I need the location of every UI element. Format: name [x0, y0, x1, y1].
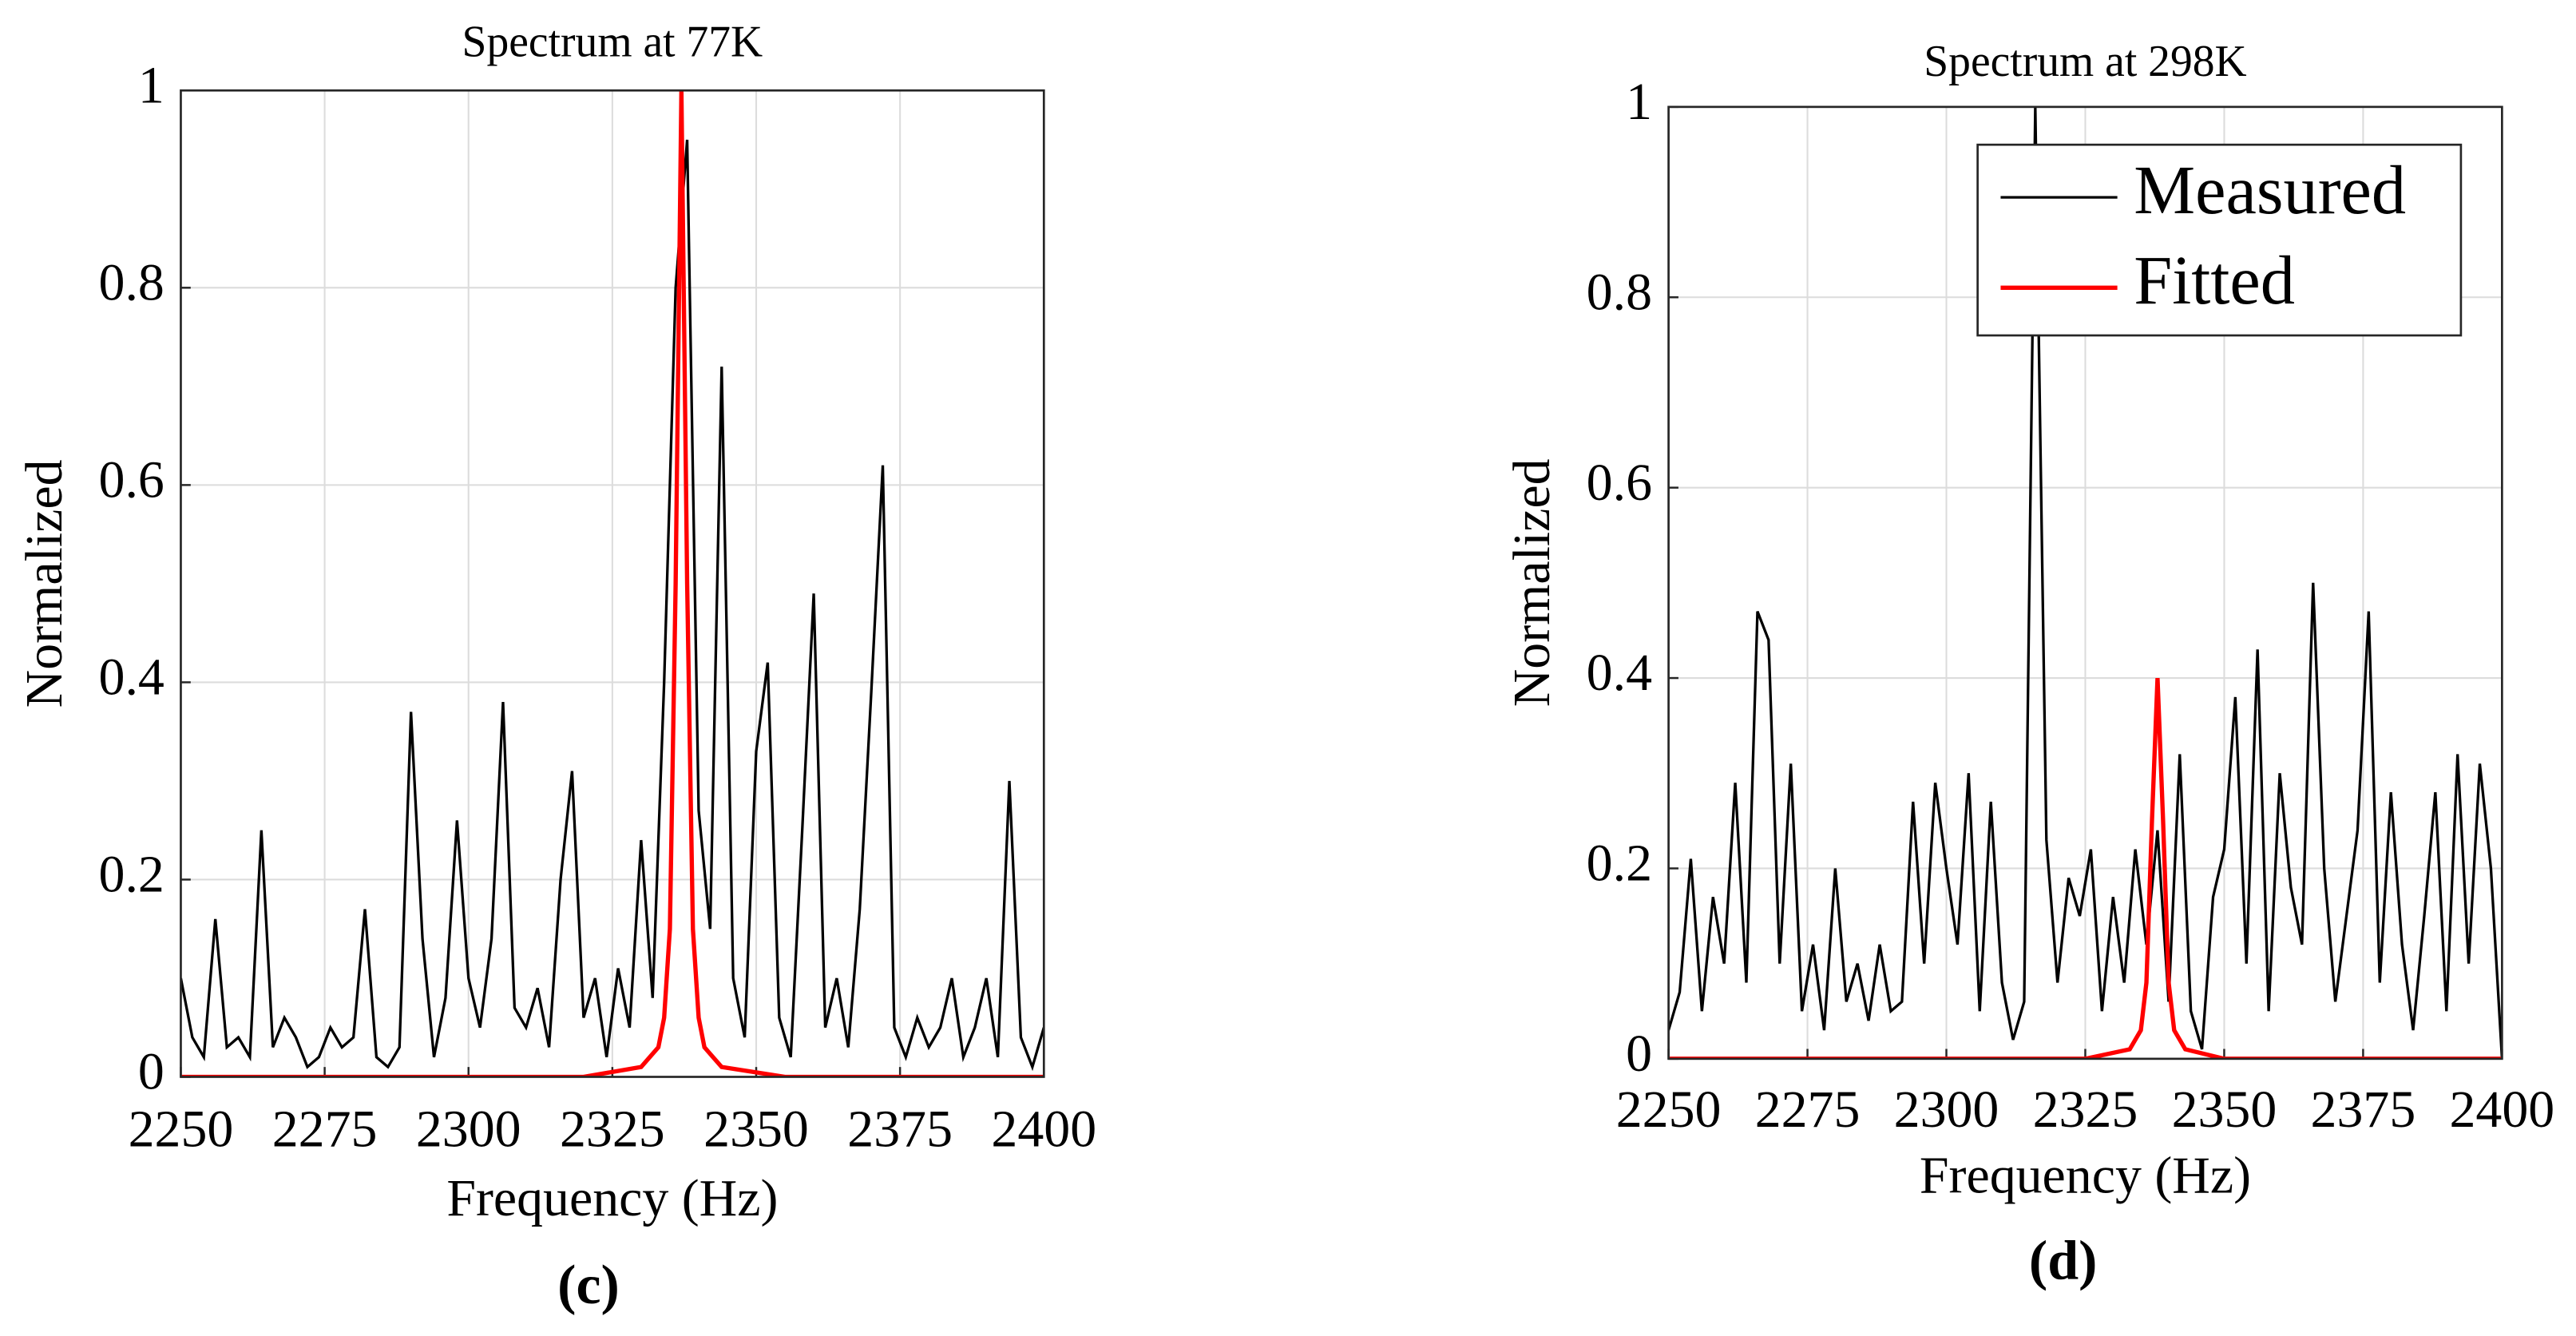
- chart-title: Spectrum at 298K: [1924, 37, 2246, 86]
- y-tick-label: 0.4: [1587, 644, 1652, 702]
- y-tick-label: 0: [1626, 1025, 1652, 1083]
- x-tick-label: 2375: [847, 1100, 953, 1159]
- y-tick-label: 1: [138, 56, 164, 114]
- legend-label: Measured: [2134, 152, 2406, 228]
- x-tick-label: 2300: [1894, 1080, 1999, 1139]
- x-axis-label: Frequency (Hz): [1920, 1146, 2251, 1204]
- caption: (c): [557, 1255, 620, 1316]
- plot-frame: [180, 89, 1045, 1078]
- y-tick-label: 0.8: [99, 253, 164, 311]
- data-line: [1668, 677, 2503, 1059]
- x-tick-label: 2325: [2033, 1080, 2138, 1139]
- x-tick-label: 2350: [2172, 1080, 2277, 1139]
- y-tick-label: 0.6: [99, 450, 164, 509]
- y-tick-label: 1: [1626, 73, 1652, 131]
- x-tick-label: 2275: [1755, 1080, 1861, 1139]
- data-line: [1668, 106, 2503, 1059]
- legend-box: [1976, 143, 2463, 337]
- chart-title: Spectrum at 77K: [462, 17, 763, 66]
- y-axis-label: Normalized: [15, 459, 73, 708]
- x-tick-label: 2400: [2449, 1080, 2554, 1139]
- plot-frame: [1667, 105, 2503, 1060]
- x-tick-label: 2300: [416, 1100, 521, 1159]
- x-axis-label: Frequency (Hz): [446, 1169, 778, 1227]
- y-tick-label: 0.2: [99, 846, 164, 904]
- x-tick-label: 2250: [129, 1100, 234, 1159]
- x-tick-label: 2250: [1616, 1080, 1722, 1139]
- y-axis-label: Normalized: [1503, 458, 1561, 707]
- y-tick-label: 0.4: [99, 648, 164, 707]
- data-line: [180, 139, 1044, 1072]
- x-tick-label: 2350: [703, 1100, 809, 1159]
- y-tick-label: 0.6: [1587, 454, 1652, 512]
- caption: (d): [2029, 1230, 2098, 1291]
- y-tick-label: 0.2: [1587, 835, 1652, 893]
- legend-label: Fitted: [2134, 242, 2295, 319]
- x-tick-label: 2275: [272, 1100, 378, 1159]
- x-tick-label: 2375: [2311, 1080, 2416, 1139]
- x-tick-label: 2325: [560, 1100, 665, 1159]
- y-tick-label: 0: [138, 1043, 164, 1101]
- y-tick-label: 0.8: [1587, 263, 1652, 321]
- x-tick-label: 2400: [991, 1100, 1096, 1159]
